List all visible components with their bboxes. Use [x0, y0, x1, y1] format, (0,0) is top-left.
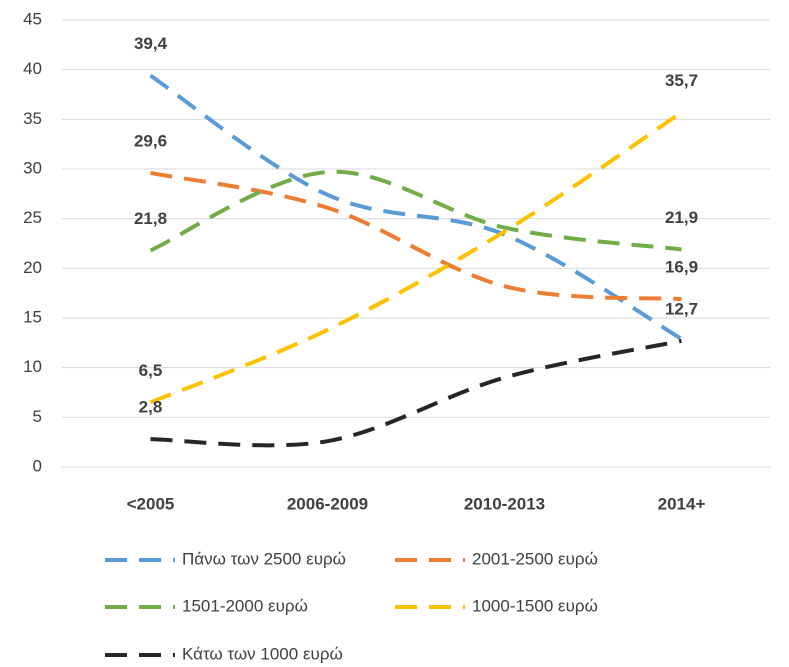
data-label: 2,8 — [139, 398, 163, 417]
legend-label: 2001-2500 ευρώ — [472, 549, 598, 568]
legend-label: Κάτω των 1000 ευρώ — [182, 644, 343, 663]
data-label: 39,4 — [134, 34, 168, 53]
x-tick-label: 2014+ — [658, 494, 706, 513]
line-series — [149, 169, 682, 253]
x-tick-label: <2005 — [127, 494, 175, 513]
line-series — [149, 110, 683, 405]
y-tick-label: 45 — [23, 9, 42, 28]
legend-label: Πάνω των 2500 ευρώ — [182, 549, 346, 568]
y-tick-label: 30 — [23, 158, 42, 177]
y-tick-label: 35 — [23, 109, 42, 128]
x-tick-label: 2006-2009 — [287, 494, 368, 513]
y-tick-label: 40 — [23, 59, 42, 78]
line-series — [150, 338, 682, 448]
legend-label: 1000-1500 ευρώ — [472, 596, 598, 615]
y-tick-label: 5 — [33, 407, 42, 426]
data-label: 6,5 — [139, 361, 163, 380]
data-label: 21,9 — [665, 208, 698, 227]
data-label: 12,7 — [665, 299, 698, 318]
y-tick-label: 0 — [33, 456, 42, 475]
line-series — [150, 171, 682, 302]
y-tick-label: 20 — [23, 258, 42, 277]
y-tick-label: 15 — [23, 307, 42, 326]
data-label: 29,6 — [134, 131, 167, 150]
data-label: 35,7 — [665, 71, 698, 90]
x-tick-label: 2010-2013 — [464, 494, 545, 513]
y-tick-label: 25 — [23, 208, 42, 227]
data-label: 16,9 — [665, 258, 698, 277]
y-tick-label: 10 — [23, 357, 42, 376]
line-series — [149, 73, 683, 341]
legend-label: 1501-2000 ευρώ — [182, 596, 308, 615]
data-label: 21,8 — [134, 209, 167, 228]
